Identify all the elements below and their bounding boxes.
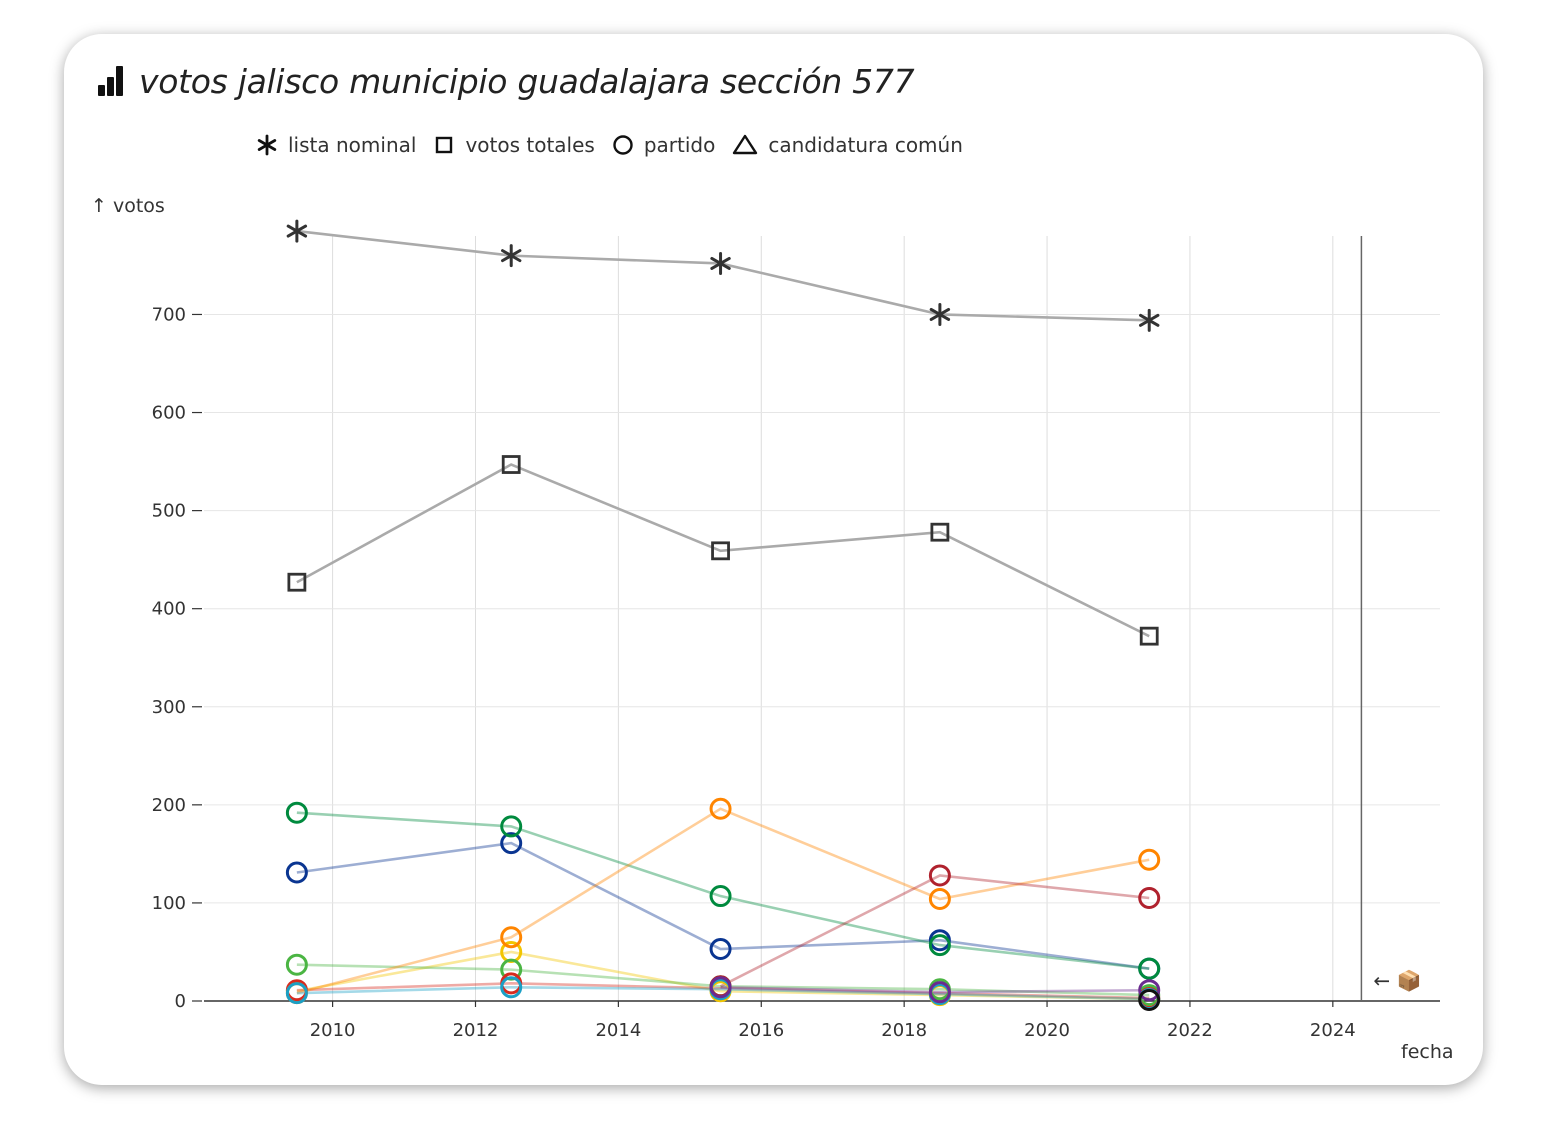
point-pan	[709, 938, 732, 961]
asterisk-stroke	[1139, 313, 1160, 327]
chart-header: votos jalisco municipio guadalajara secc…	[98, 56, 915, 106]
point-votos-totales	[711, 541, 730, 561]
y-tick-label: 0	[175, 991, 186, 1012]
point-na	[285, 982, 308, 1005]
series-line-pes	[720, 985, 1150, 994]
y-axis-label: ↑ votos	[91, 195, 165, 217]
series-line-lista-nominal	[296, 229, 1150, 322]
series-line-pri	[296, 811, 1150, 970]
series-line-mc	[296, 807, 1150, 995]
point-pri	[928, 934, 951, 957]
point-mc	[709, 797, 732, 820]
y-tick-label: 300	[152, 697, 186, 718]
point-otros	[1138, 989, 1161, 1012]
asterisk-stroke	[929, 307, 951, 321]
x-tick-label: 2018	[881, 1020, 927, 1041]
series-line-pan	[296, 841, 1150, 970]
x-tick-label: 2016	[738, 1020, 784, 1041]
asterisk-stroke	[286, 224, 308, 238]
point-pri	[1138, 957, 1161, 980]
legend-item-lista-nominal[interactable]: lista nominal	[256, 133, 416, 157]
x-tick-label: 2012	[453, 1020, 499, 1041]
point-lista-nominal	[1139, 308, 1160, 332]
legend-label: partido	[643, 133, 716, 157]
x-tick-label: 2010	[310, 1020, 356, 1041]
chart-title: votos jalisco municipio guadalajara secc…	[139, 61, 915, 101]
point-pan	[500, 832, 523, 855]
legend-item-candidatura-comun[interactable]: candidatura común	[732, 133, 963, 157]
asterisk-icon	[257, 134, 277, 156]
point-pvem	[285, 953, 308, 976]
triangle-icon	[733, 134, 758, 155]
y-tick-label: 700	[152, 304, 186, 325]
point-mc	[500, 926, 523, 949]
bar-chart-icon	[98, 66, 125, 96]
series-line-prd	[296, 950, 1150, 1001]
point-votos-totales	[1139, 626, 1159, 646]
point-mc	[928, 888, 951, 910]
series-line-votos-totales	[296, 463, 1150, 638]
series-line-pt	[296, 982, 1150, 1000]
series-line-pvem	[296, 963, 1150, 997]
point-pes	[709, 976, 732, 999]
x-tick-label: 2022	[1167, 1020, 1213, 1041]
legend-item-votos-totales[interactable]: votos totales	[433, 133, 595, 157]
point-morena	[928, 864, 951, 887]
x-tick-label: 2020	[1024, 1020, 1070, 1041]
legend-label: votos totales	[465, 133, 595, 157]
ballot-box-marker: ← 📦	[1373, 968, 1421, 992]
asterisk-stroke	[501, 249, 522, 263]
x-axis-label: fecha	[1401, 1041, 1454, 1063]
chart-legend: lista nominal votos totales partido cand…	[256, 133, 980, 157]
point-lista-nominal	[710, 251, 731, 275]
square-icon	[436, 136, 453, 154]
point-lista-nominal	[501, 244, 522, 268]
point-pan	[285, 861, 308, 884]
circle-icon	[613, 135, 633, 155]
point-votos-totales	[501, 455, 521, 474]
point-lista-nominal	[929, 302, 951, 326]
point-pri	[285, 801, 308, 824]
point-morena	[1138, 887, 1161, 910]
y-tick-label: 600	[152, 403, 186, 424]
point-pri	[500, 815, 523, 838]
y-tick-label: 200	[152, 795, 186, 816]
legend-label: candidatura común	[768, 133, 963, 157]
legend-label: lista nominal	[288, 133, 417, 157]
point-pes	[928, 981, 951, 1004]
chart-card	[64, 34, 1483, 1085]
point-na	[500, 976, 523, 999]
legend-item-partido[interactable]: partido	[612, 133, 716, 157]
point-lista-nominal	[286, 219, 308, 243]
x-tick-label: 2024	[1310, 1020, 1356, 1041]
asterisk-stroke	[710, 256, 731, 270]
point-votos-totales	[287, 572, 307, 592]
y-tick-label: 100	[152, 893, 186, 914]
point-votos-totales	[930, 522, 950, 542]
y-tick-label: 400	[152, 599, 186, 620]
series-line-morena	[719, 874, 1150, 988]
point-pes	[1138, 979, 1161, 1002]
y-tick-label: 500	[152, 501, 186, 522]
point-mc	[1138, 848, 1161, 871]
x-tick-label: 2014	[595, 1020, 641, 1041]
series-line-na	[296, 985, 1150, 1001]
point-pri	[709, 885, 732, 908]
